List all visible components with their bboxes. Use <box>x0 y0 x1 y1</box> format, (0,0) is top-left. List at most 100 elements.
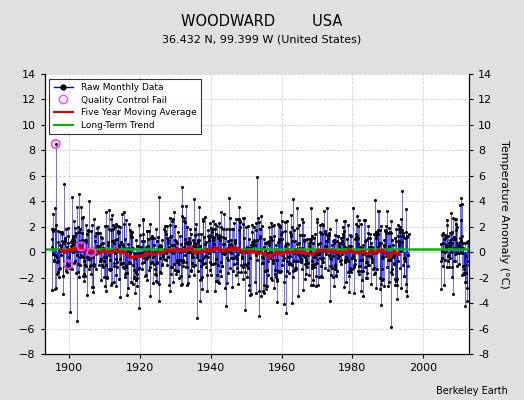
Point <box>358 277 366 283</box>
Point <box>249 240 257 246</box>
Point <box>400 273 408 279</box>
Point <box>231 216 239 222</box>
Point <box>164 237 172 243</box>
Point <box>51 141 60 147</box>
Point <box>265 242 274 248</box>
Point <box>303 250 312 256</box>
Text: 36.432 N, 99.399 W (United States): 36.432 N, 99.399 W (United States) <box>162 34 362 44</box>
Point <box>68 236 76 243</box>
Point <box>85 252 93 259</box>
Point <box>82 222 91 229</box>
Point <box>342 253 350 260</box>
Point <box>263 283 271 290</box>
Point <box>375 239 383 246</box>
Point <box>439 240 447 246</box>
Point <box>323 246 332 252</box>
Point <box>174 258 183 264</box>
Point <box>118 211 126 217</box>
Point <box>161 222 169 229</box>
Point <box>231 237 239 244</box>
Point <box>351 235 359 241</box>
Point <box>56 242 64 248</box>
Point <box>213 262 222 268</box>
Point <box>164 254 172 260</box>
Point <box>110 260 118 267</box>
Point <box>119 209 128 216</box>
Point <box>463 285 471 292</box>
Point <box>325 232 333 238</box>
Point <box>118 241 126 247</box>
Point <box>291 238 300 244</box>
Point <box>172 270 180 277</box>
Point <box>298 266 306 272</box>
Point <box>259 260 267 266</box>
Point <box>383 246 391 252</box>
Point <box>126 232 135 238</box>
Point <box>82 230 91 237</box>
Point <box>52 285 60 292</box>
Point <box>281 228 289 234</box>
Point <box>64 262 72 268</box>
Point <box>206 266 214 273</box>
Point <box>147 234 156 241</box>
Point <box>363 275 371 282</box>
Point <box>123 269 131 276</box>
Point <box>452 227 461 234</box>
Point <box>219 226 227 232</box>
Point <box>312 282 321 289</box>
Point <box>149 235 157 241</box>
Point <box>349 251 357 257</box>
Point <box>307 236 315 242</box>
Point <box>179 256 188 263</box>
Point <box>102 288 111 294</box>
Point <box>50 205 59 211</box>
Point <box>384 230 392 236</box>
Point <box>372 285 380 292</box>
Point <box>345 289 354 296</box>
Point <box>155 194 163 200</box>
Point <box>400 254 409 261</box>
Point <box>356 268 365 274</box>
Point <box>300 238 308 244</box>
Point <box>372 232 380 238</box>
Point <box>442 216 451 223</box>
Point <box>139 259 148 265</box>
Point <box>91 246 99 252</box>
Point <box>238 255 246 262</box>
Point <box>191 248 199 255</box>
Point <box>199 260 208 267</box>
Point <box>391 282 399 288</box>
Point <box>352 231 361 238</box>
Point <box>264 258 272 264</box>
Point <box>66 265 74 272</box>
Point <box>49 251 58 258</box>
Point <box>443 263 451 270</box>
Point <box>99 244 107 251</box>
Point <box>138 260 147 267</box>
Point <box>400 257 409 264</box>
Point <box>386 256 395 262</box>
Point <box>256 226 265 232</box>
Point <box>276 268 284 275</box>
Point <box>248 239 256 246</box>
Point <box>242 249 250 255</box>
Point <box>252 220 260 226</box>
Point <box>385 225 394 231</box>
Point <box>350 264 358 270</box>
Point <box>216 237 224 243</box>
Point <box>174 268 182 274</box>
Point <box>81 262 89 268</box>
Point <box>447 210 455 216</box>
Point <box>211 260 220 266</box>
Point <box>355 271 363 277</box>
Point <box>63 244 71 250</box>
Point <box>125 248 134 254</box>
Point <box>206 232 214 238</box>
Point <box>115 229 124 235</box>
Point <box>205 237 213 244</box>
Point <box>294 247 302 253</box>
Point <box>53 254 61 260</box>
Point <box>74 240 83 246</box>
Point <box>85 248 94 254</box>
Point <box>97 234 106 240</box>
